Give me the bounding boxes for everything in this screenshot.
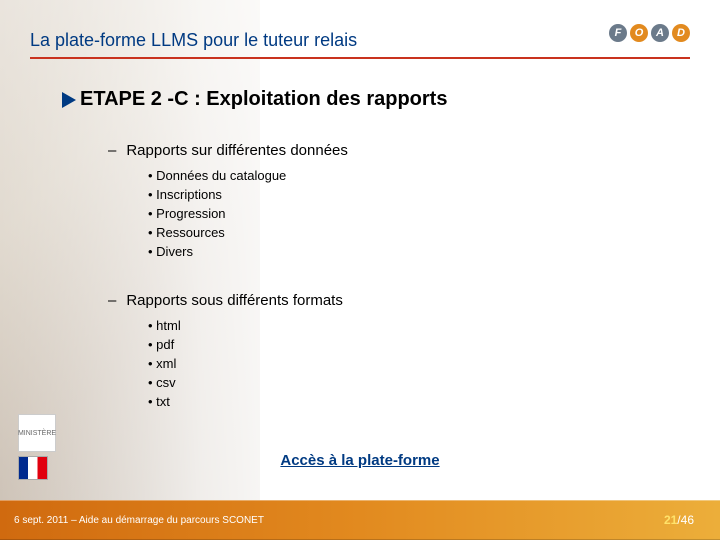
foad-logo-letter: F (609, 24, 627, 42)
foad-logo-letter: A (651, 24, 669, 42)
list-item: Ressources (148, 225, 286, 240)
arrow-right-icon (62, 92, 76, 108)
title-underline (30, 57, 690, 59)
section1-title-row: –Rapports sur différentes données (108, 142, 348, 159)
slide-title: La plate-forme LLMS pour le tuteur relai… (30, 30, 690, 51)
section2-list: html pdf xml csv txt (148, 318, 181, 413)
heading-row: ETAPE 2 -C : Exploitation des rapports (62, 88, 447, 111)
page-total: 46 (681, 513, 694, 527)
footer-page: 21/46 (664, 513, 694, 527)
ministry-logo: MINISTÈRE (18, 414, 56, 452)
foad-logo-letter: O (630, 24, 648, 42)
section1-list: Données du catalogue Inscriptions Progre… (148, 168, 286, 263)
foad-logo-letter: D (672, 24, 690, 42)
list-item: Données du catalogue (148, 168, 286, 183)
dash-icon: – (108, 292, 116, 309)
dash-icon: – (108, 142, 116, 159)
title-bar: La plate-forme LLMS pour le tuteur relai… (30, 30, 690, 59)
footer-text: 6 sept. 2011 – Aide au démarrage du parc… (14, 515, 264, 526)
slide-content: La plate-forme LLMS pour le tuteur relai… (0, 0, 720, 540)
link-row: Accès à la plate-forme (0, 452, 720, 470)
section2-title: Rapports sous différents formats (126, 292, 343, 309)
list-item: pdf (148, 337, 181, 352)
list-item: txt (148, 394, 181, 409)
france-flag-icon (18, 456, 48, 480)
ministry-logos: MINISTÈRE (18, 414, 72, 480)
list-item: Progression (148, 206, 286, 221)
section2-title-row: –Rapports sous différents formats (108, 292, 343, 309)
foad-logo: F O A D (609, 24, 690, 42)
list-item: csv (148, 375, 181, 390)
footer-bar: 6 sept. 2011 – Aide au démarrage du parc… (0, 500, 720, 540)
section1-title: Rapports sur différentes données (126, 142, 348, 159)
footer: 6 sept. 2011 – Aide au démarrage du parc… (0, 500, 720, 540)
heading-text: ETAPE 2 -C : Exploitation des rapports (80, 88, 447, 111)
list-item: Divers (148, 244, 286, 259)
page-current: 21 (664, 513, 677, 527)
list-item: xml (148, 356, 181, 371)
platform-access-link[interactable]: Accès à la plate-forme (280, 452, 439, 469)
list-item: Inscriptions (148, 187, 286, 202)
list-item: html (148, 318, 181, 333)
